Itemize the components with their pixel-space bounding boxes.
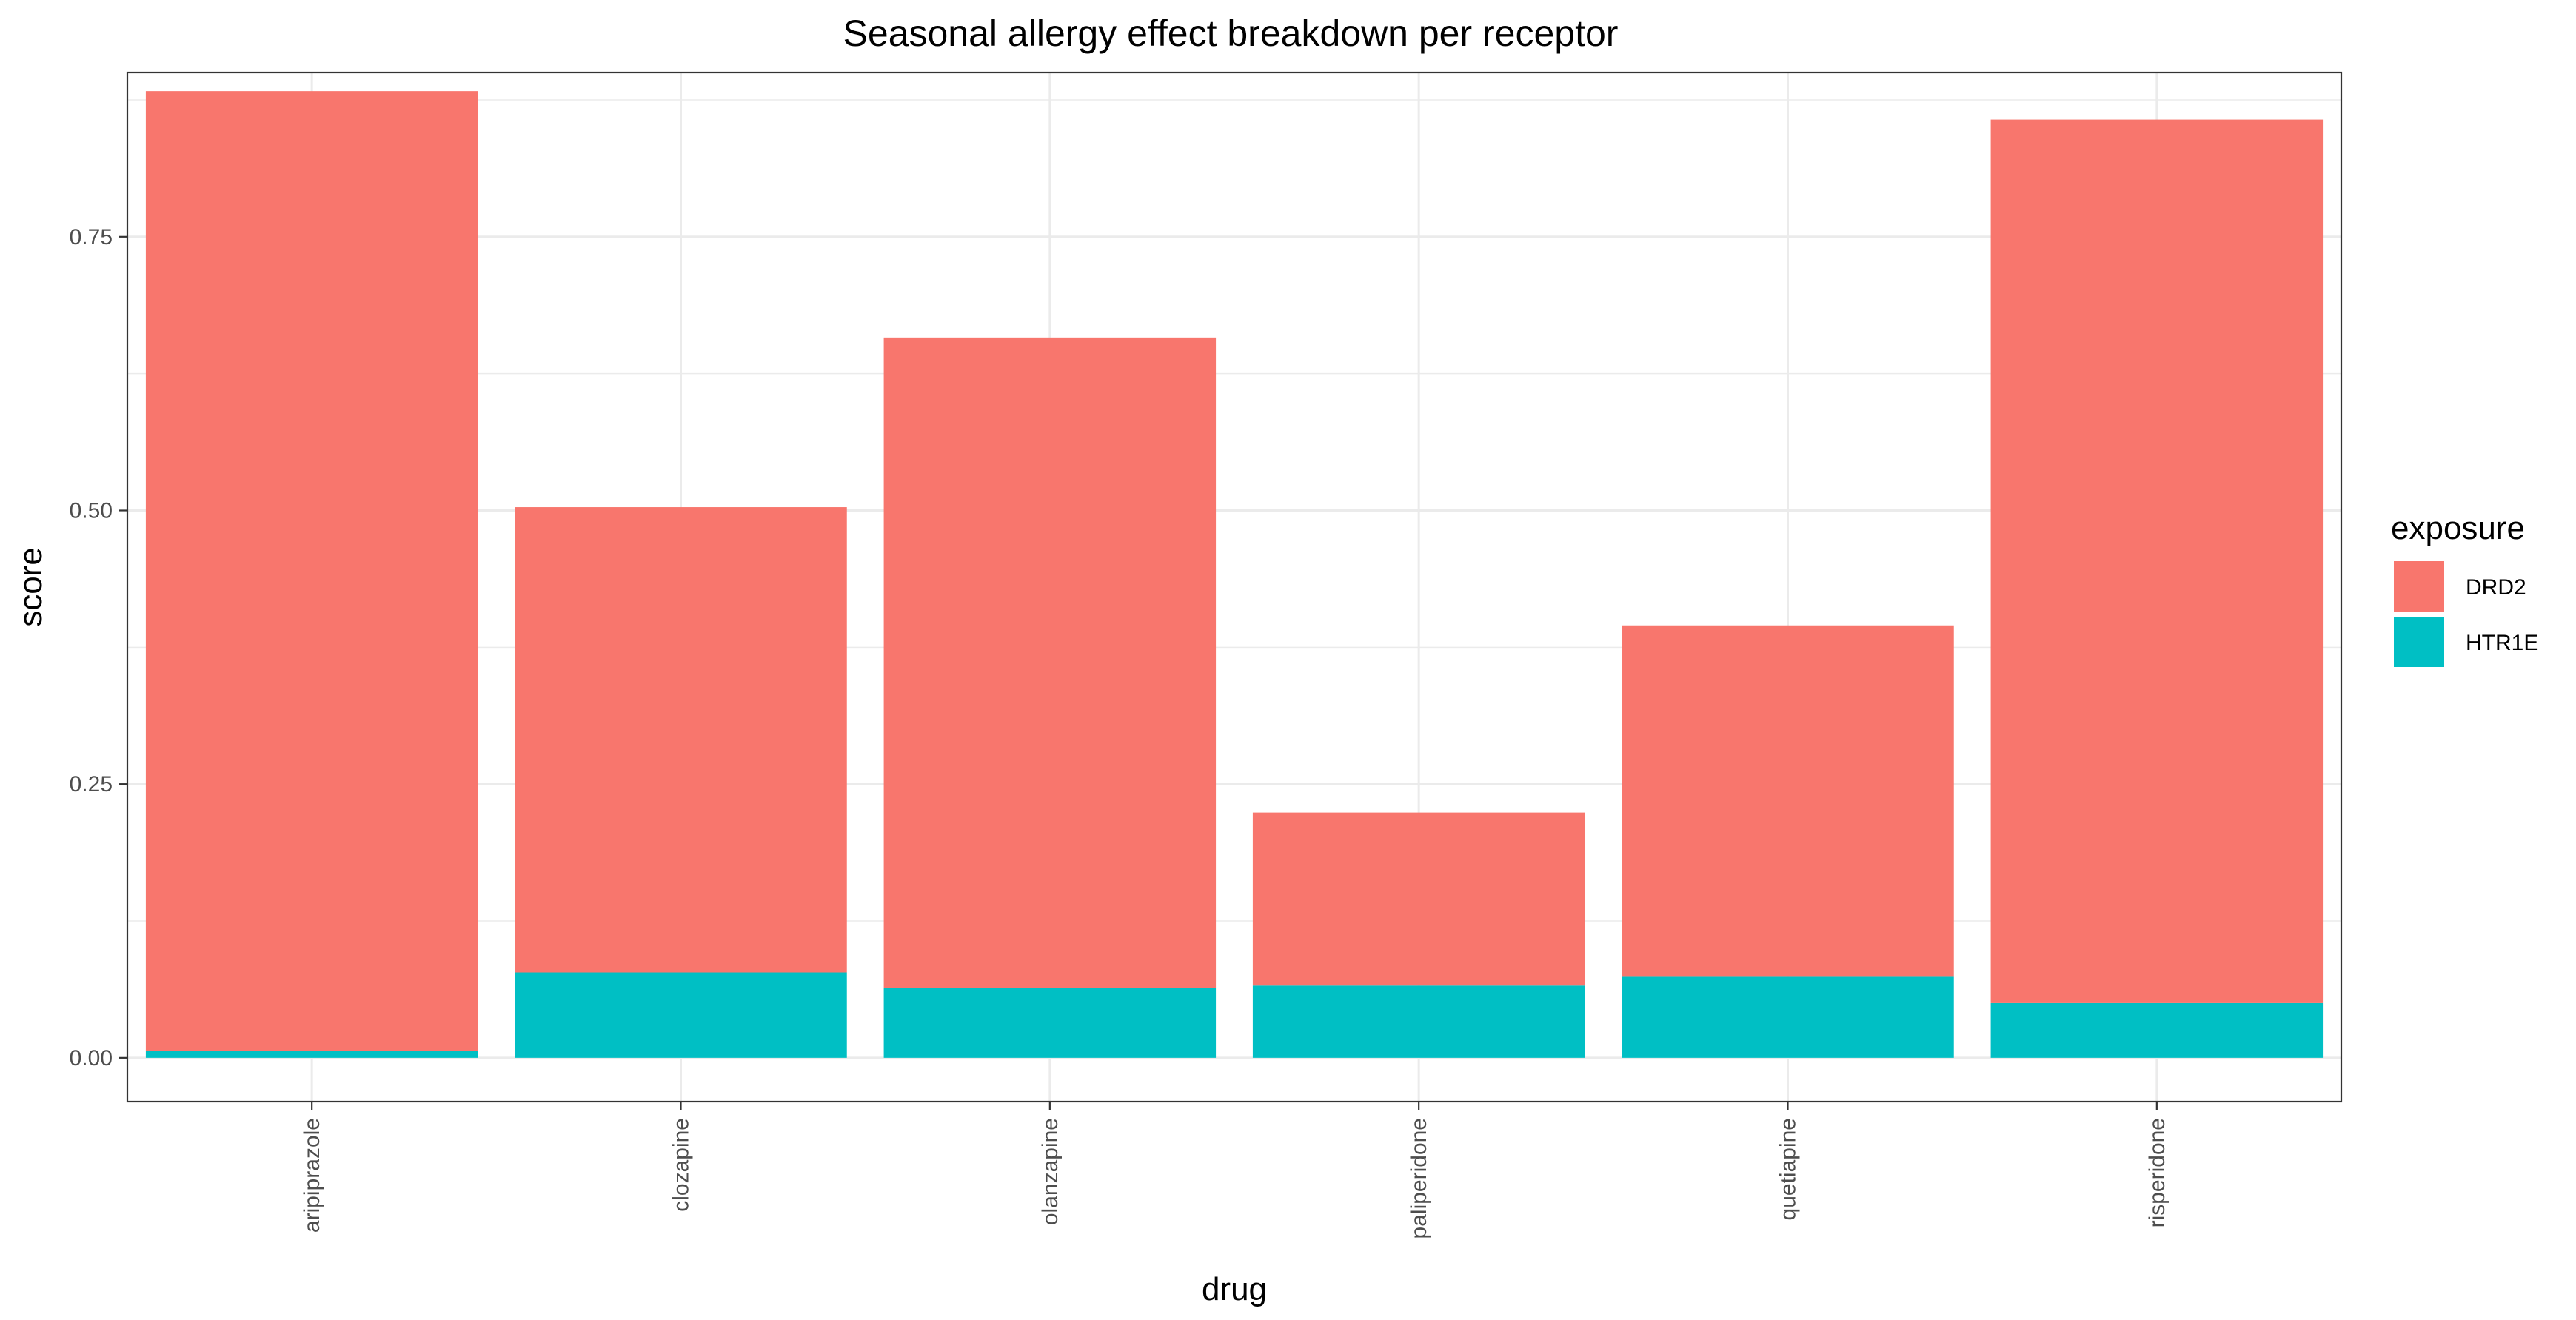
bar-paliperidone-drd2: [1252, 812, 1585, 986]
x-axis-title: drug: [1202, 1271, 1267, 1307]
x-tick-label-quetiapine: quetiapine: [1776, 1118, 1801, 1220]
legend-key-drd2: [2394, 561, 2444, 612]
bar-olanzapine-drd2: [883, 337, 1217, 988]
legend-key-htr1e: [2394, 617, 2444, 667]
bar-quetiapine-drd2: [1622, 625, 1954, 977]
legend-title: exposure: [2391, 510, 2525, 546]
bar-clozapine-drd2: [515, 507, 847, 973]
chart-title: Seasonal allergy effect breakdown per re…: [843, 13, 1619, 54]
x-tick-label-paliperidone: paliperidone: [1407, 1118, 1431, 1239]
legend-label-drd2: DRD2: [2466, 575, 2526, 600]
legend: exposure DRD2 HTR1E: [2391, 510, 2538, 667]
plot-background: [127, 73, 2341, 1102]
legend-label-htr1e: HTR1E: [2466, 631, 2538, 655]
bar-paliperidone-htr1e: [1252, 985, 1585, 1058]
y-tick-label: 0.75: [70, 225, 113, 249]
y-axis-title: score: [13, 547, 49, 627]
bar-clozapine-htr1e: [515, 972, 847, 1058]
bar-quetiapine-htr1e: [1622, 976, 1954, 1058]
bar-aripiprazole-htr1e: [145, 1051, 478, 1058]
x-tick-label-clozapine: clozapine: [669, 1118, 694, 1212]
bar-olanzapine-htr1e: [883, 988, 1217, 1058]
bar-risperidone-drd2: [1990, 119, 2324, 1003]
y-tick-label: 0.25: [70, 772, 113, 797]
bar-risperidone-htr1e: [1990, 1002, 2324, 1058]
y-tick-label: 0.00: [70, 1046, 113, 1071]
bar-aripiprazole-drd2: [145, 91, 478, 1051]
x-tick-label-olanzapine: olanzapine: [1038, 1118, 1063, 1225]
y-tick-label: 0.50: [70, 498, 113, 523]
y-axis: 0.00 0.25 0.50 0.75: [70, 225, 127, 1071]
x-tick-label-risperidone: risperidone: [2145, 1118, 2169, 1227]
x-axis: aripiprazole clozapine olanzapine paliperid…: [300, 1102, 2169, 1239]
x-tick-label-aripiprazole: aripiprazole: [300, 1118, 324, 1233]
bars: [145, 91, 2324, 1058]
plot-panel-border: [126, 71, 2343, 1103]
